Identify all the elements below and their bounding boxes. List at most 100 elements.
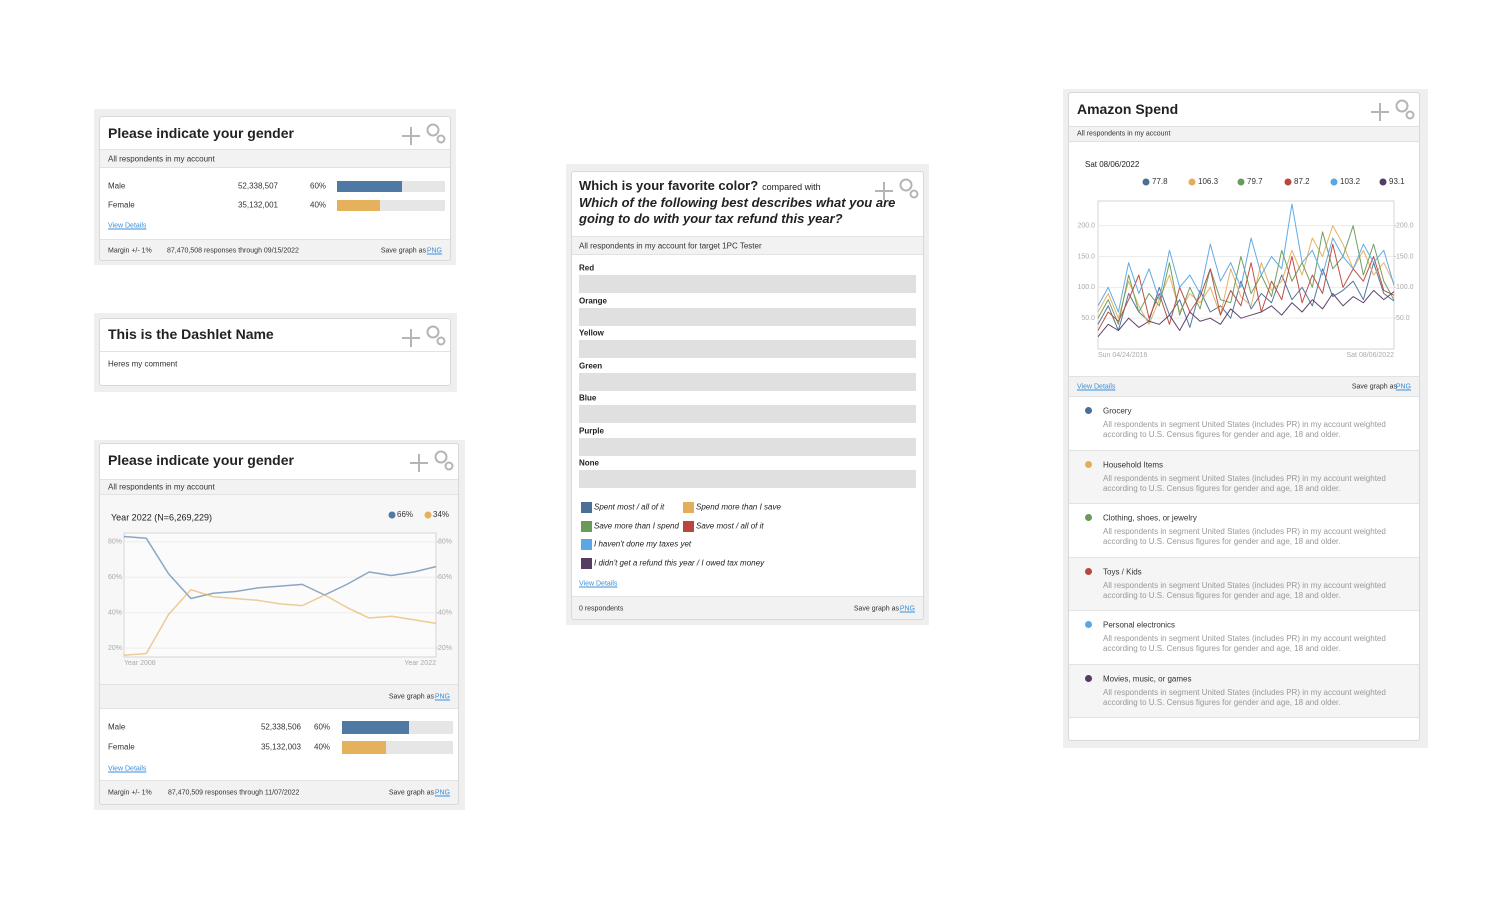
segment-name: Toys / Kids [1103,567,1142,576]
legend-label: I didn't get a refund this year / I owed… [594,558,765,568]
compared-text: compared with [762,182,821,192]
card-title: Please indicate your gender [108,452,294,468]
bar-track [579,405,916,423]
row-label: Male [108,722,126,732]
question-text: Which of the following best describes wh… [579,195,896,226]
divider [100,351,450,352]
view-details-link[interactable]: View Details [108,222,147,230]
margin-text: Margin +/- 1% [108,789,152,797]
category-label: Purple [579,426,604,435]
row-label: Female [108,742,135,752]
png-link[interactable]: PNG [434,693,450,701]
legend-swatch [1330,178,1338,186]
legend-label: 66% [397,510,413,519]
amazon-card: Amazon Spend All respondents in my accoun… [1068,92,1420,741]
color-card: Which is your favorite color? compared wi… [571,171,924,620]
card-title: Amazon Spend [1077,101,1179,117]
view-details-link[interactable]: View Details [579,580,618,588]
legend-value: 106.3 [1198,177,1219,186]
legend-label: Save more than I spend [594,521,679,531]
segment-name: Clothing, shoes, or jewelry [1103,513,1197,523]
bar [337,199,381,211]
segment-description: All respondents in segment United States… [1103,634,1386,653]
segment-name: Personal electronics [1103,620,1176,630]
save-text: Save graph as [1351,383,1397,390]
segment-description: All respondents in segment United States… [1103,527,1386,546]
png-link[interactable]: PNG [899,605,915,612]
row-count: 52,338,507 [237,181,278,191]
bar-track [579,307,916,326]
series-line [1097,289,1395,337]
chart: Year 2022 (N=6,269,229) 66% 34% 80% 60% 40% 20… [108,510,452,667]
y2-tick-label: 100.0 [1396,284,1414,291]
segment-dot [1085,514,1092,521]
band [572,236,923,255]
row-label: Male [108,181,126,191]
save-text: Save graph as [853,605,899,612]
y-tick-label: 200.0 [1077,223,1095,230]
card-icons[interactable] [399,121,447,147]
segment-description: All respondents in segment United States… [1103,687,1386,707]
margin-text: Margin +/- 1% [108,247,152,254]
x-tick-label: Year 2008 [124,660,156,667]
gender-trend-card: Please indicate your gender All responden… [99,443,459,805]
category-label: Orange [579,296,608,305]
bar [337,180,402,192]
view-details-link[interactable]: View Details [1077,383,1116,390]
dashlet-card: This is the Dashlet Name Heres my comment [99,318,451,386]
row-count: 52,338,506 [260,722,301,732]
png-link[interactable]: PNG [426,247,442,254]
category-label: Red [579,263,595,273]
png-link[interactable]: PNG [1395,383,1411,390]
segment-item: Personal electronics All respondents in s… [1069,611,1419,665]
save-text: Save graph as [388,693,434,701]
card-subtitle: All respondents in my account [1077,130,1171,138]
y2-tick-label: 150.0 [1396,253,1414,260]
y-tick-label: 150.0 [1077,253,1095,260]
band [100,239,450,260]
card-icons[interactable] [1368,97,1416,123]
y2-tick-label: 60% [438,574,452,581]
segment-name: Household Items [1103,460,1164,469]
row-label: Female [108,200,135,210]
y-tick-label: 40% [108,610,122,617]
x-tick-label: Year 2022 [404,660,436,667]
bar-track [579,470,916,488]
row-percent: 40% [314,742,331,752]
responses-text: 87,470,509 responses through 11/07/2022 [168,789,300,797]
band [100,149,450,168]
segment-item: Clothing, shoes, or jewelry All responden… [1069,504,1419,558]
legend-label: Spent most / all of it [594,502,665,512]
plot-area [123,532,437,658]
legend-label: Save most / all of it [696,521,764,531]
legend-swatch [581,557,592,569]
card-icons[interactable] [407,448,455,474]
series-line [1097,225,1395,325]
segment-dot [1085,567,1092,575]
legend-value: 103.2 [1340,177,1361,186]
view-details-link[interactable]: View Details [108,765,147,773]
legend-swatch [581,501,592,513]
y2-tick-label: 40% [438,610,452,617]
y2-tick-label: 200.0 [1396,223,1414,230]
segment-item: Movies, music, or games All respondents i… [1069,664,1419,718]
band [100,479,458,495]
legend-value: 77.8 [1152,177,1168,186]
legend-swatch [424,511,432,519]
band [100,780,458,804]
segment-description: All respondents in segment United States… [1103,580,1386,600]
category-label: None [579,458,599,468]
series-line [1097,243,1395,331]
segment-name: Grocery [1103,406,1132,416]
png-link[interactable]: PNG [434,789,450,797]
legend-swatch [1142,178,1150,186]
card-icons[interactable] [399,323,447,349]
legend-swatch [1284,178,1292,186]
card-icons[interactable] [872,176,920,202]
y-tick-label: 60% [108,574,122,581]
chart-title: Year 2022 (N=6,269,229) [111,512,212,522]
legend-swatch [1237,178,1245,186]
x-tick-label: Sat 08/06/2022 [1347,352,1395,359]
legend-swatch [581,538,592,550]
bar-track [579,340,916,358]
